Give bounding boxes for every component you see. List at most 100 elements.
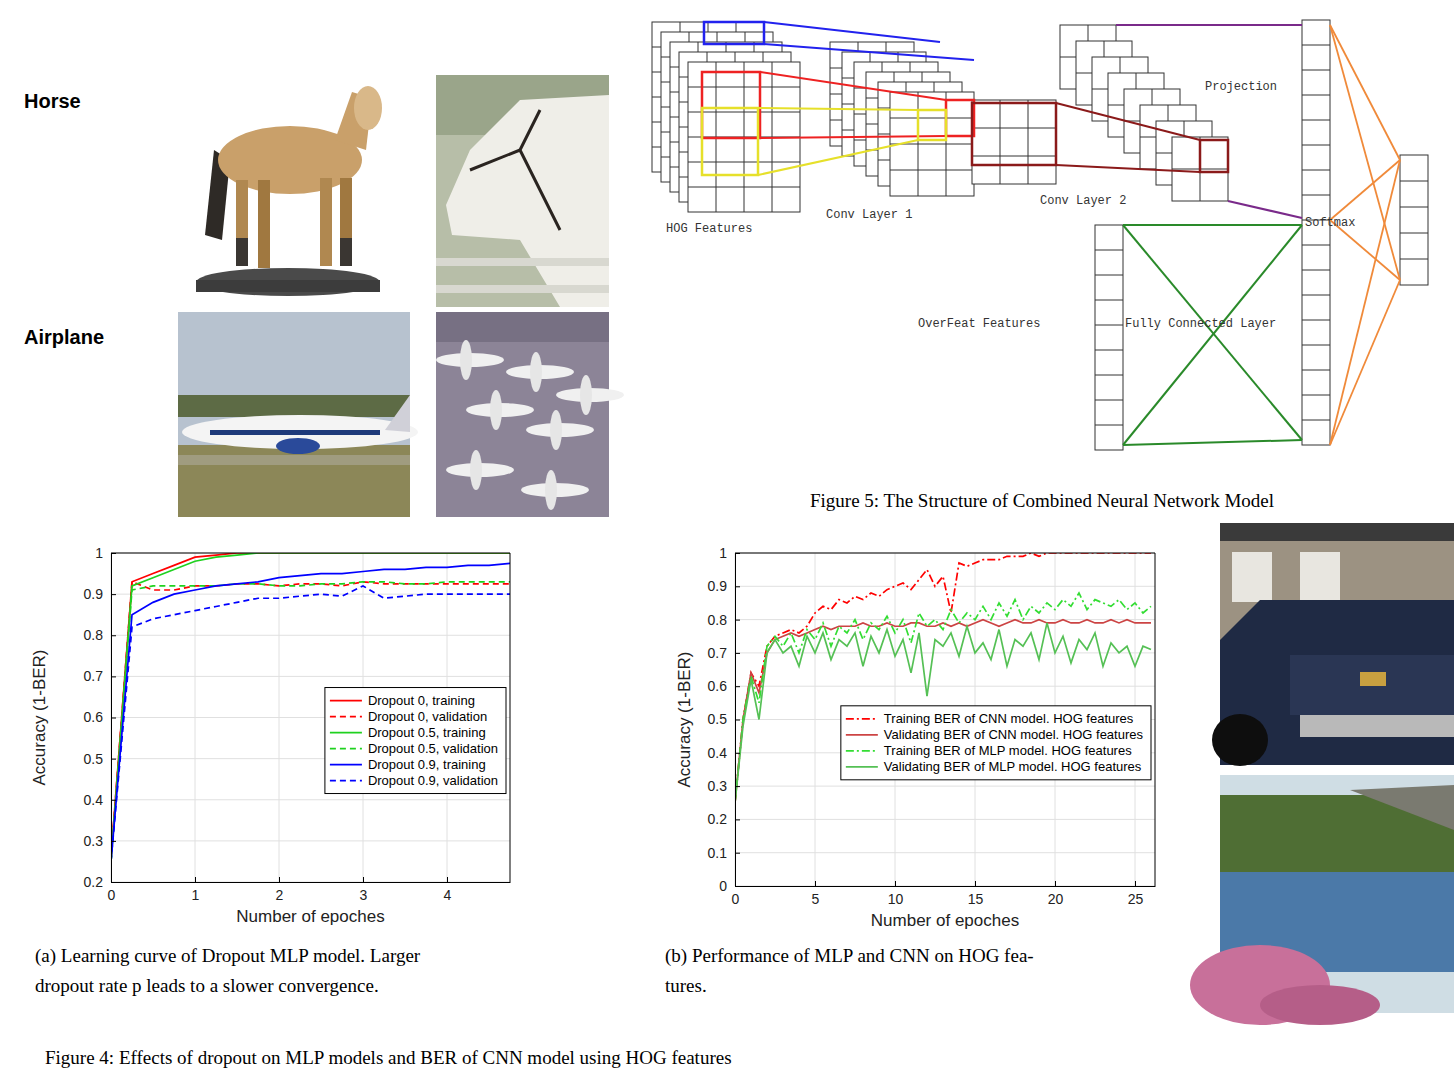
- x-tick: 2: [276, 877, 284, 903]
- photo-shape: [178, 312, 410, 517]
- plot-frame: [1155, 553, 1156, 886]
- x-tick-label: 2: [276, 887, 284, 903]
- connector: [1330, 160, 1400, 445]
- x-axis-title: Number of epoches: [236, 907, 384, 926]
- photo: [190, 75, 385, 303]
- feature-map-frame: [1095, 225, 1123, 450]
- y-tick-mark: [735, 819, 740, 820]
- series-line: [111, 553, 510, 857]
- photo-shape: [196, 268, 380, 296]
- photo-shape: [460, 340, 472, 380]
- photo-shape: [436, 75, 609, 307]
- feature-map-frame: [1302, 20, 1330, 445]
- diagram-label: Fully Connected Layer: [1125, 317, 1276, 331]
- y-tick: 0.5: [84, 751, 116, 767]
- grid-line: [735, 886, 1155, 887]
- y-tick-mark: [111, 841, 116, 842]
- legend-swatch: [846, 718, 878, 720]
- series-line: [735, 553, 1151, 803]
- y-axis-title: Accuracy (1-BER): [675, 651, 694, 787]
- x-tick-label: 5: [812, 891, 820, 907]
- x-tick-label: 4: [444, 887, 452, 903]
- feature-map-frame: [1172, 137, 1228, 201]
- receptive-field: [702, 108, 758, 175]
- legend-swatch: [330, 764, 362, 766]
- photo-shape: [550, 410, 562, 450]
- connector: [760, 72, 946, 100]
- series-line: [735, 593, 1151, 803]
- photo-shape: [490, 390, 502, 430]
- chart: 012340.20.30.40.50.60.70.80.91Number of …: [30, 545, 511, 996]
- y-tick: 0.8: [708, 612, 740, 628]
- y-tick-label: 0.5: [84, 751, 104, 767]
- grid-line: [735, 619, 1155, 620]
- y-tick-mark: [735, 686, 740, 687]
- y-tick-mark: [111, 800, 116, 801]
- receptive-field: [704, 22, 764, 44]
- page: HorseAirplaneHOG FeaturesConv Layer 1Con…: [0, 0, 1454, 1092]
- diagram-label: Projection: [1205, 80, 1277, 94]
- grid-line: [735, 852, 1155, 853]
- y-tick: 0.1: [708, 845, 740, 861]
- photo-shape: [1290, 655, 1454, 715]
- x-tick-mark: [195, 877, 196, 882]
- plot-area: [111, 553, 510, 861]
- y-tick: 1: [719, 545, 740, 561]
- feature-map: [1095, 225, 1123, 450]
- photo-shape: [1300, 715, 1454, 737]
- legend-swatch: [330, 716, 362, 718]
- connector: [1123, 225, 1302, 445]
- connector: [1330, 25, 1400, 280]
- photo-shape: [436, 258, 609, 266]
- chart: 051015202500.10.20.30.40.50.60.70.80.91N…: [665, 545, 1156, 996]
- series-line: [111, 553, 510, 861]
- connector: [1056, 165, 1200, 172]
- photo-shape: [436, 285, 609, 293]
- grid-line: [111, 553, 510, 554]
- y-tick-mark: [735, 853, 740, 854]
- feature-map-cells: [1095, 250, 1123, 425]
- y-tick: 0.7: [84, 668, 116, 684]
- photo-shape: [190, 75, 385, 303]
- connector: [1228, 201, 1302, 218]
- photo-shape: [236, 238, 248, 266]
- x-tick: 4: [444, 877, 452, 903]
- y-tick-mark: [735, 720, 740, 721]
- legend-label: Training BER of CNN model. HOG features: [884, 711, 1134, 726]
- y-tick-mark: [111, 759, 116, 760]
- legend-label: Dropout 0, validation: [368, 709, 487, 724]
- connector: [1330, 160, 1400, 220]
- receptive-field: [972, 103, 1056, 165]
- x-tick: 3: [360, 877, 368, 903]
- photo-shape: [580, 375, 592, 415]
- x-tick-mark: [895, 881, 896, 886]
- photo-shape: [1350, 785, 1454, 830]
- sub-caption: tures.: [665, 975, 707, 996]
- photo-shape: [340, 238, 352, 266]
- y-tick-label: 0.4: [708, 745, 728, 761]
- y-tick-label: 0.6: [708, 678, 728, 694]
- series-line: [735, 623, 1151, 803]
- figure-caption: Figure 5: The Structure of Combined Neur…: [810, 490, 1274, 511]
- legend-label: Training BER of MLP model. HOG features: [884, 743, 1132, 758]
- x-axis: 01234: [108, 877, 511, 903]
- x-tick: 20: [1048, 881, 1064, 907]
- photo-shape: [530, 352, 542, 392]
- y-tick: 0.2: [84, 874, 116, 890]
- legend-label: Dropout 0.5, validation: [368, 741, 498, 756]
- feature-map: [972, 100, 1056, 184]
- y-tick-label: 0.1: [708, 845, 728, 861]
- photo-shape: [545, 470, 557, 510]
- feature-map-frame: [972, 100, 1056, 184]
- diagram-label: Conv Layer 2: [1040, 194, 1126, 208]
- photo-shape: [1360, 672, 1386, 686]
- diagram-label: Conv Layer 1: [826, 208, 912, 222]
- legend: Dropout 0, trainingDropout 0, validation…: [325, 688, 506, 794]
- sub-caption: (a) Learning curve of Dropout MLP model.…: [35, 945, 421, 967]
- y-tick-mark: [735, 886, 740, 887]
- legend-box: [325, 688, 506, 794]
- y-tick-mark: [735, 786, 740, 787]
- diagram-label: Softmax: [1305, 216, 1355, 230]
- y-tick: 0.6: [708, 678, 740, 694]
- series-line: [111, 563, 510, 861]
